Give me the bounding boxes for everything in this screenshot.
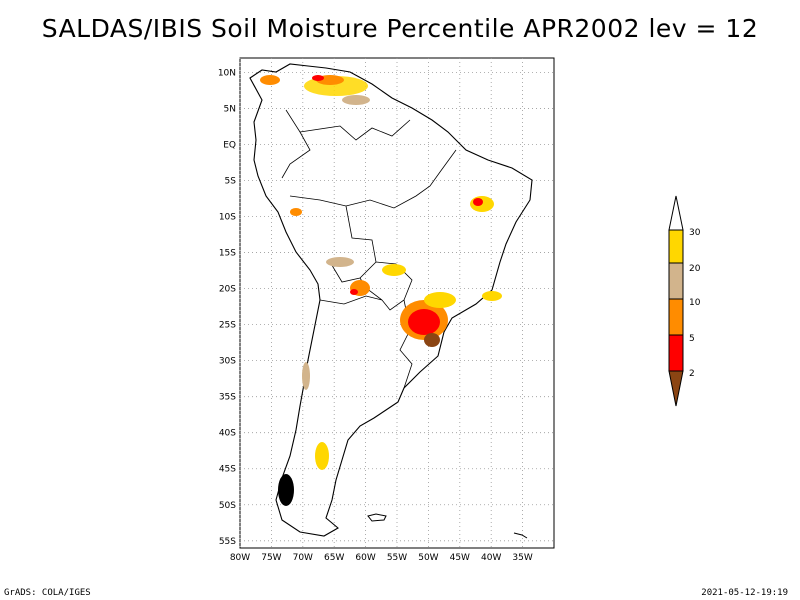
lon-label: 35W: [512, 553, 532, 563]
legend-swatch-5: [668, 334, 684, 372]
footer-left: GrADS: COLA/IGES: [4, 588, 91, 598]
lat-label: 20S: [219, 285, 236, 295]
lon-label: 75W: [261, 553, 281, 563]
lat-label: 15S: [219, 249, 236, 259]
legend-swatch-30: [668, 229, 684, 264]
legend-label-20: 20: [689, 264, 701, 274]
lon-label: 45W: [450, 553, 470, 563]
lat-label: 35S: [219, 393, 236, 403]
latitude-labels: 10N 5N EQ 5S 10S 15S 20S 25S 30S 35S 40S 45S 50S 55S: [218, 68, 236, 546]
lat-label: 40S: [219, 429, 236, 439]
longitude-labels: 80W 75W 70W 65W 60W 55W 50W 45W 40W 35W: [230, 553, 533, 563]
lat-label: 10S: [219, 213, 236, 223]
lat-label: 5S: [225, 177, 237, 187]
south-georgia-outline: [513, 532, 528, 539]
color-legend: 30 20 10 5 2: [668, 195, 701, 407]
lat-label: 45S: [219, 465, 236, 475]
lon-label: 50W: [418, 553, 438, 563]
percentile-patches: [260, 75, 502, 506]
lon-label: 70W: [293, 553, 313, 563]
lon-label: 55W: [387, 553, 407, 563]
legend-label-2: 2: [689, 369, 695, 379]
footer-right: 2021-05-12-19:19: [701, 588, 788, 598]
lon-label: 40W: [481, 553, 501, 563]
legend-swatch-10: [668, 298, 684, 336]
map-title: SALDAS/IBIS Soil Moisture Percentile APR…: [41, 14, 759, 43]
lat-label: 55S: [219, 537, 236, 547]
legend-label-30: 30: [689, 228, 701, 238]
lat-label: 10N: [218, 68, 236, 78]
gridlines: [239, 58, 554, 548]
country-borders: [281, 109, 457, 389]
legend-top-arrow: [668, 195, 684, 231]
lon-label: 65W: [324, 553, 344, 563]
lon-label: 80W: [230, 553, 250, 563]
lat-label: 50S: [219, 501, 236, 511]
lat-label: 5N: [224, 104, 236, 114]
falklands-outline: [367, 513, 387, 522]
lat-label: EQ: [223, 140, 236, 150]
lat-label: 30S: [219, 357, 236, 367]
legend-swatch-20: [668, 262, 684, 300]
lat-label: 25S: [219, 321, 236, 331]
south-america-outline: [249, 63, 533, 537]
legend-label-5: 5: [689, 334, 695, 344]
legend-label-10: 10: [689, 298, 701, 308]
lon-label: 60W: [355, 553, 375, 563]
legend-bottom-arrow: [668, 370, 684, 407]
